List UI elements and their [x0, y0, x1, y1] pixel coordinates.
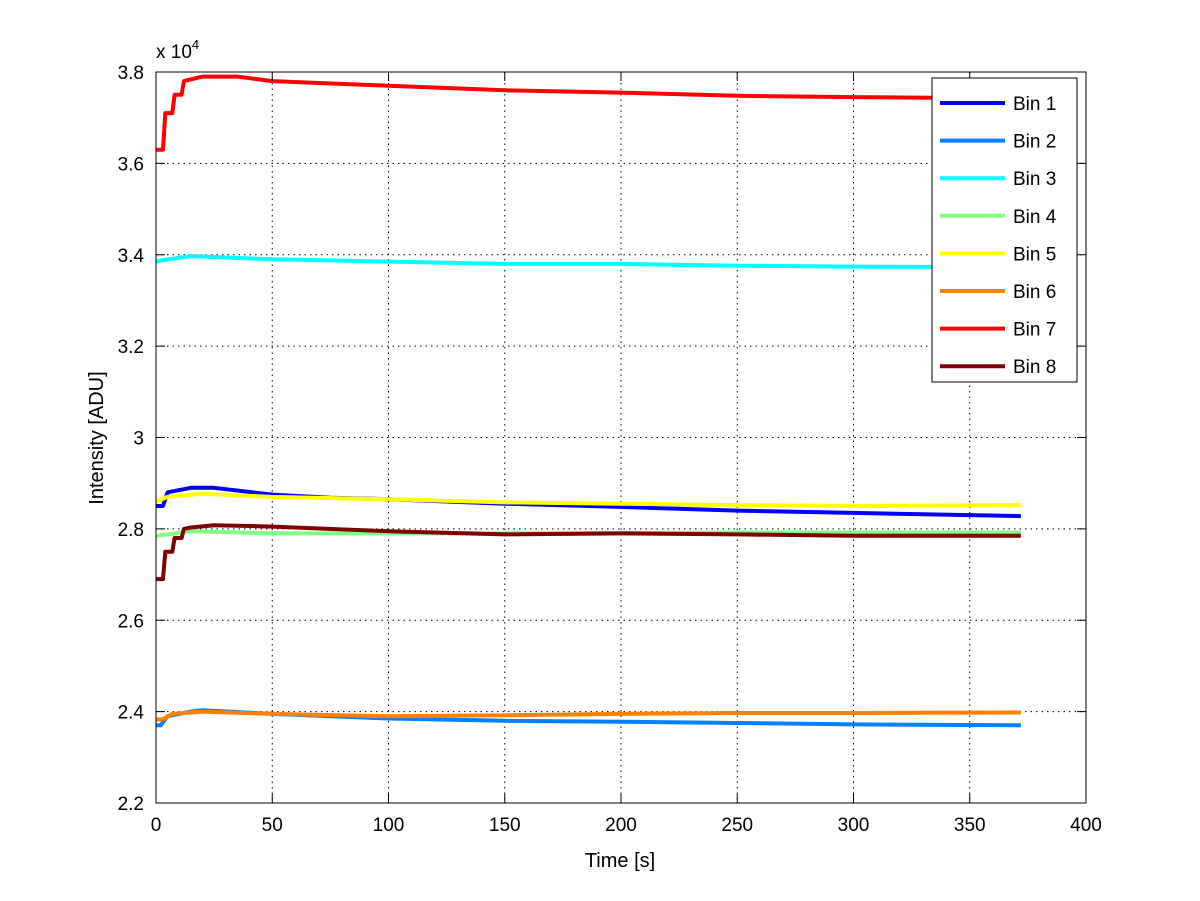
- series-line-bin-6: [156, 709, 1021, 722]
- y-tick-label: 2.4: [118, 703, 145, 724]
- legend-label: Bin 7: [1013, 320, 1056, 341]
- x-tick-label: 300: [838, 815, 870, 836]
- legend-label: Bin 1: [1013, 94, 1056, 115]
- series-line-bin-5: [155, 491, 1021, 508]
- x-tick-label: 0: [151, 815, 162, 836]
- legend: Bin 1 Bin 2 Bin 3 Bin 4 Bin 5 Bin 6 Bin 7 Bin 8: [931, 77, 1078, 383]
- legend-label: Bin 6: [1013, 282, 1056, 303]
- legend-label: Bin 4: [1013, 207, 1057, 228]
- y-tick-label: 2.2: [118, 794, 144, 815]
- series-line-bin-7: [156, 74, 1021, 152]
- x-tick-label: 100: [373, 815, 405, 836]
- y-tick-label: 3.6: [118, 154, 144, 175]
- x-tick-label: 150: [489, 815, 521, 836]
- y-tick-label: 2.8: [118, 520, 144, 541]
- x-tick-label: 200: [605, 815, 637, 836]
- x-tick-label: 400: [1070, 815, 1102, 836]
- y-multiplier: x 104: [156, 37, 199, 63]
- legend-label: Bin 2: [1013, 132, 1056, 153]
- legend-label: Bin 3: [1013, 169, 1056, 190]
- x-tick-label: 350: [954, 815, 986, 836]
- x-tick-label: 250: [721, 815, 753, 836]
- y-tick-label: 2.6: [118, 611, 144, 632]
- legend-label: Bin 5: [1013, 244, 1056, 265]
- series-line-bin-8: [156, 523, 1021, 582]
- y-tick-label: 3.8: [118, 63, 144, 84]
- series-line-bin-3: [155, 254, 1021, 270]
- x-axis-label: Time [s]: [585, 850, 655, 872]
- legend-box: [931, 77, 1078, 383]
- y-multiplier-exponent: 4: [192, 37, 199, 52]
- x-tick-label: 50: [262, 815, 283, 836]
- legend-label: Bin 8: [1013, 357, 1056, 378]
- y-tick-label: 3.4: [118, 246, 145, 267]
- y-axis-label: Intensity [ADU]: [86, 371, 108, 504]
- y-tick-label: 3: [133, 429, 144, 450]
- y-tick-label: 3.2: [118, 337, 144, 358]
